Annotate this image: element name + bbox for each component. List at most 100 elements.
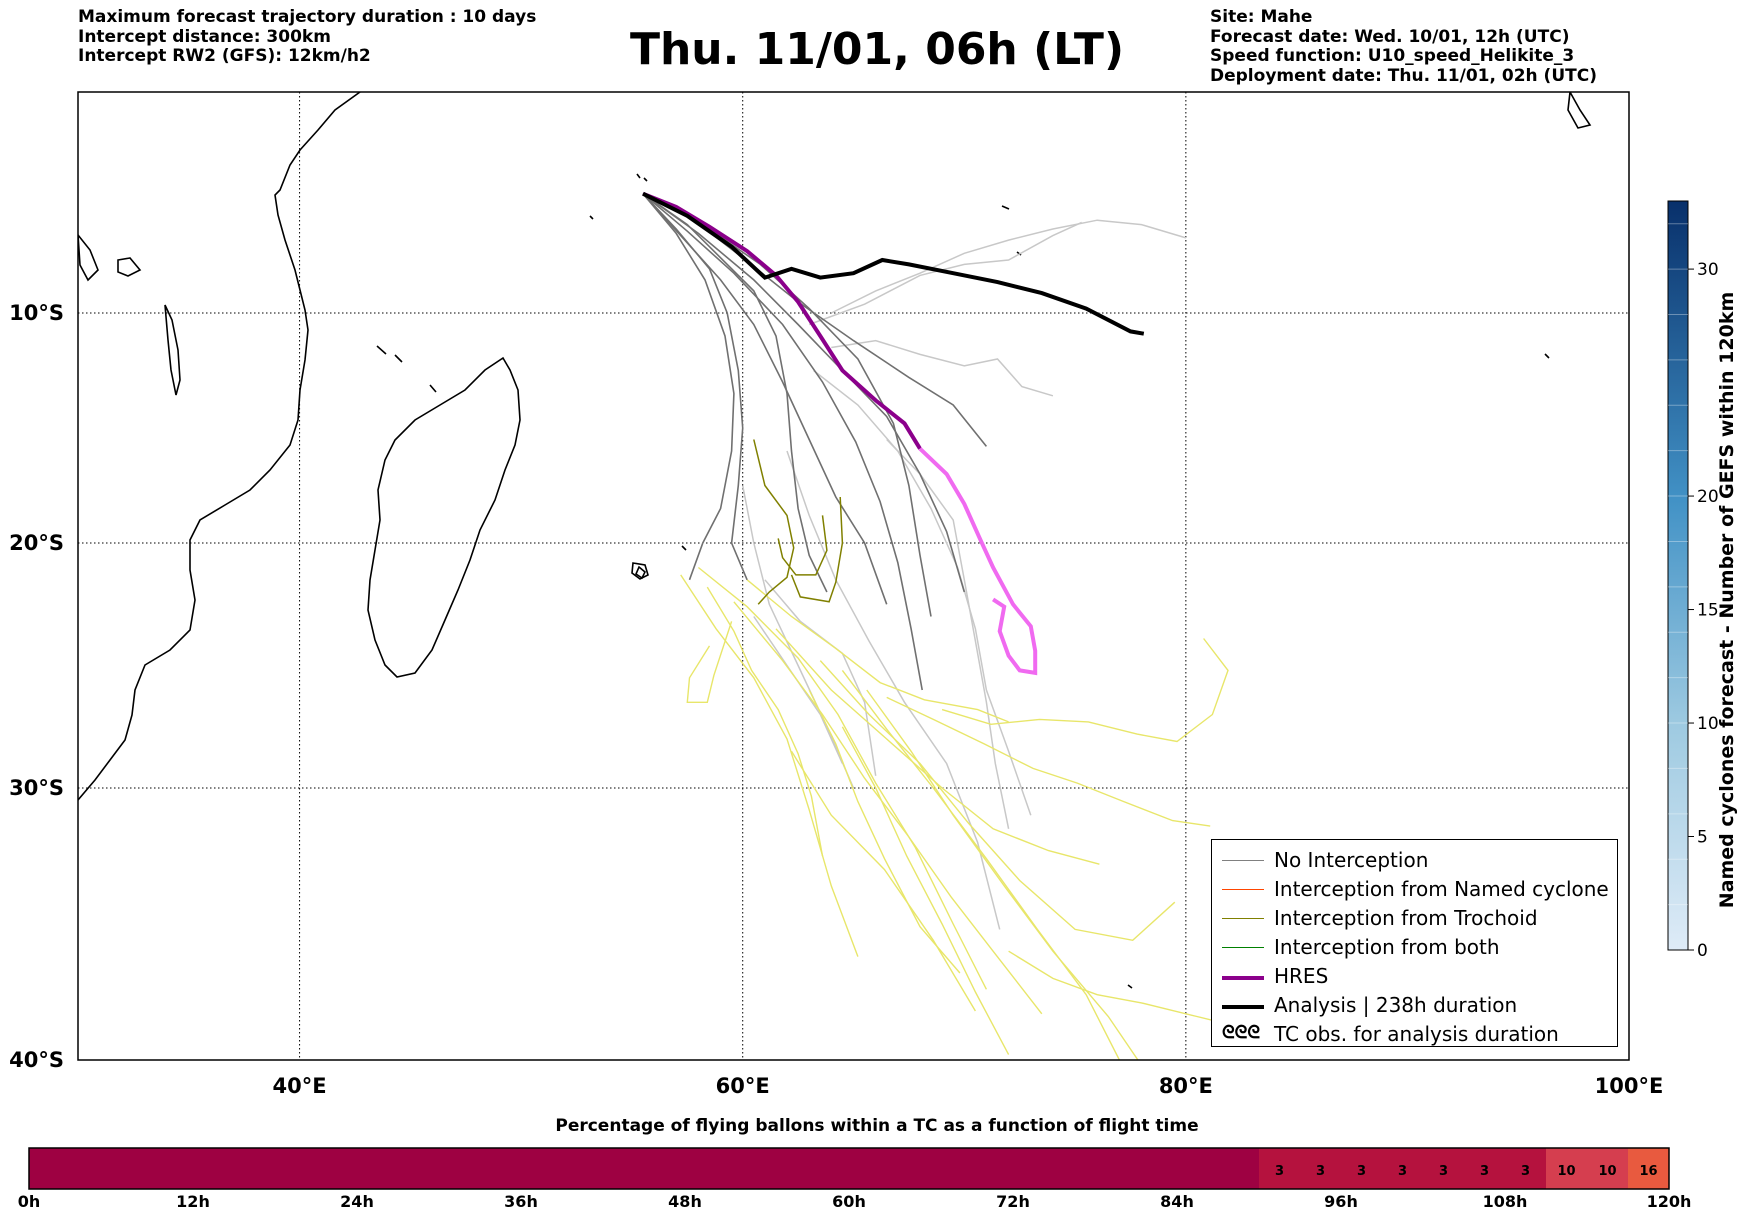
- colorbar-tick-label: 30: [1697, 260, 1719, 280]
- legend-swatch: [1222, 918, 1264, 919]
- trajectory-line: [746, 579, 1009, 723]
- map-frame: [77, 91, 1630, 1061]
- timeline-tick-label: 48h: [668, 1192, 702, 1211]
- timeline-cell-value: 3: [1398, 1164, 1407, 1179]
- legend-swatch: [1222, 1005, 1264, 1009]
- legend-swatch: [1222, 976, 1264, 980]
- trajectory-line: [642, 193, 828, 593]
- legend-swatch: [1222, 889, 1264, 890]
- legend-item: Analysis | 238h duration: [1212, 991, 1617, 1020]
- legend-label: Analysis | 238h duration: [1274, 993, 1518, 1017]
- axis-labels: 40°E 60°E 80°E 100°E 10°S 20°S 30°S 40°S: [9, 301, 1663, 1098]
- trajectory-line: [841, 726, 1010, 1055]
- max-duration-text: Maximum forecast trajectory duration : 1…: [78, 7, 537, 27]
- trajectory-line: [808, 689, 961, 974]
- timeline-frame: [28, 1147, 1670, 1190]
- deployment-date-text: Deployment date: Thu. 11/01, 02h (UTC): [1210, 65, 1597, 86]
- timeline-tick-label: 84h: [1160, 1192, 1194, 1211]
- speed-function-text: Speed function: U10_speed_Helikite_3: [1210, 46, 1575, 66]
- trajectory-line: [808, 221, 1083, 326]
- colorbar-bar: [1667, 200, 1689, 951]
- trajectory-line: [813, 369, 1032, 816]
- timeline-cell: [1587, 1148, 1628, 1189]
- colorbar-tick-label: 5: [1697, 828, 1708, 848]
- lake-malawi: [164, 304, 181, 396]
- header-right-info: Site: Mahe Forecast date: Wed. 10/01, 12…: [1210, 7, 1597, 86]
- timeline-cell-value: 3: [1275, 1164, 1284, 1179]
- sri-lanka-fragment: [1567, 92, 1592, 129]
- legend-label: No Interception: [1274, 848, 1429, 872]
- trajectory-line: [753, 439, 795, 605]
- trajectory-line: [642, 193, 735, 581]
- timeline-tick-label: 60h: [832, 1192, 866, 1211]
- lat-tick-label: 10°S: [9, 301, 64, 325]
- forecast-date-text: Forecast date: Wed. 10/01, 12h (UTC): [1210, 26, 1570, 47]
- timeline-cell: [1546, 1148, 1587, 1189]
- trajectory-line: [733, 601, 1043, 1015]
- seychelles-islands: [589, 173, 1010, 220]
- legend-item: Interception from Named cyclone: [1212, 875, 1617, 904]
- trajectory-line: [831, 339, 1054, 397]
- trajectory-line: [866, 689, 1139, 1060]
- timeline-cell-value: 10: [1598, 1164, 1616, 1179]
- colorbar-tick-label: 10: [1697, 714, 1719, 734]
- trochoid-interception-tracks: [753, 439, 844, 605]
- timeline-cell-value: 3: [1439, 1164, 1448, 1179]
- timeline-tick-label: 0h: [17, 1192, 41, 1211]
- comoros-islands: [376, 345, 437, 393]
- timeline-cell-value: 16: [1639, 1164, 1657, 1179]
- trajectory-line: [830, 219, 1187, 314]
- trajectory-line: [741, 485, 855, 789]
- legend-item: No Interception: [1212, 846, 1617, 875]
- hres-track-purple: [642, 191, 922, 450]
- timeline-cell-value: 3: [1316, 1164, 1325, 1179]
- trajectory-line: [642, 193, 888, 605]
- trajectory-line: [886, 438, 1010, 829]
- timeline-tick-label: 108h: [1482, 1192, 1528, 1211]
- colorbar-bands: [1668, 223, 1688, 906]
- trajectory-line: [790, 496, 844, 603]
- analysis-track: [642, 191, 1145, 336]
- timeline-cell: [1628, 1148, 1669, 1189]
- timeline-cell: [1341, 1148, 1382, 1189]
- timeline-tick-label: 12h: [176, 1192, 210, 1211]
- lat-tick-label: 20°S: [9, 531, 64, 555]
- timeline-tick-label: 72h: [996, 1192, 1030, 1211]
- lon-tick-label: 60°E: [716, 1074, 770, 1098]
- lake-tanganyika: [78, 233, 99, 282]
- page-title: Thu. 11/01, 06h (LT): [629, 24, 1125, 75]
- trajectory-line: [886, 696, 1211, 827]
- madagascar-coastline: [367, 356, 521, 678]
- legend-label: Interception from Trochoid: [1274, 906, 1538, 930]
- legend-label: HRES: [1274, 964, 1329, 988]
- timeline-cell: [29, 1148, 1259, 1189]
- timeline-tick-label: 96h: [1324, 1192, 1358, 1211]
- hres-track-pink: [918, 447, 1038, 676]
- trajectory-line: [1008, 950, 1242, 1029]
- header-left-info: Maximum forecast trajectory duration : 1…: [78, 7, 537, 67]
- timeline-cell-value: 10: [1557, 1164, 1575, 1179]
- legend-label: TC obs. for analysis duration: [1274, 1022, 1559, 1046]
- reunion-island: [631, 562, 649, 580]
- colorbar-ticks: 0 5 10 15 20 30: [1688, 260, 1719, 961]
- colorbar-tick-label: 20: [1697, 487, 1719, 507]
- legend-item: HRES: [1212, 962, 1617, 991]
- lake-victoria: [117, 257, 142, 277]
- trajectory-line: [790, 750, 977, 1012]
- timeline-cell: [1464, 1148, 1505, 1189]
- legend-item: Interception from both: [1212, 933, 1617, 962]
- trajectory-line: [941, 638, 1229, 743]
- mascarene-dots: [681, 251, 1550, 989]
- legend-item: Interception from Trochoid: [1212, 904, 1617, 933]
- timeline-cell: [1505, 1148, 1546, 1189]
- trajectory-line: [706, 586, 824, 857]
- timeline-cell: [1382, 1148, 1423, 1189]
- legend-swatch: [1222, 860, 1264, 861]
- trajectory-line: [786, 450, 1001, 930]
- map-gridlines: [78, 92, 1629, 1060]
- trajectory-line: [686, 621, 733, 703]
- lat-tick-label: 30°S: [9, 776, 64, 800]
- trajectory-line: [680, 574, 859, 957]
- lon-tick-label: 40°E: [273, 1074, 327, 1098]
